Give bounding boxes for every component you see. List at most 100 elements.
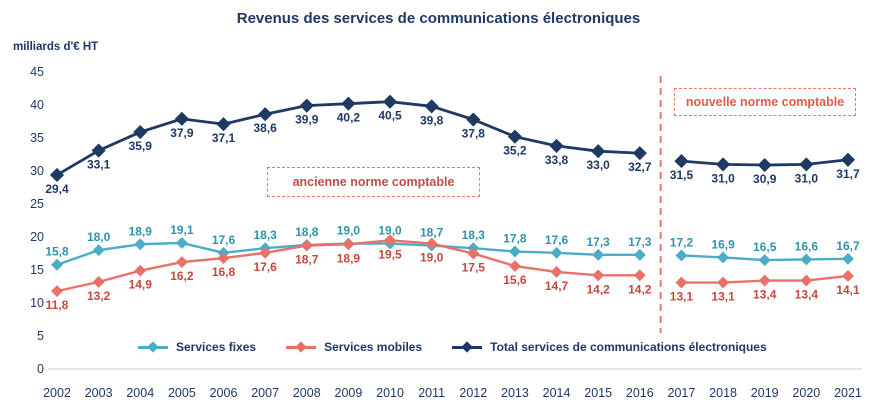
data-point [840,152,856,167]
y-tick-label: 20 [30,230,44,244]
x-tick-label: 2010 [376,386,404,400]
data-label: 31,5 [670,168,694,182]
data-label: 18,3 [462,228,486,242]
data-point [632,146,647,161]
data-point [382,94,398,109]
data-label: 40,2 [337,111,361,125]
data-point [508,260,521,272]
data-label: 11,8 [46,298,69,312]
data-point [842,270,854,282]
data-label: 17,3 [587,235,611,249]
x-tick-label: 2012 [459,386,487,400]
data-label: 31,0 [795,171,819,185]
mobile-series-marker-icon [286,341,317,353]
data-point [216,117,231,132]
data-label: 15,8 [45,245,69,259]
data-point [258,107,273,122]
data-label: 18,0 [87,230,111,244]
data-label: 18,3 [253,228,277,242]
x-tick-label: 2014 [543,386,571,400]
data-point [51,285,63,298]
x-tick-label: 2004 [126,386,154,400]
data-point [757,157,772,173]
data-label: 17,8 [503,232,527,246]
data-point [842,252,854,265]
data-label: 16,6 [795,239,819,253]
data-label: 19,0 [420,251,444,265]
data-point [592,269,605,282]
data-point [633,269,646,282]
x-tick-label: 2013 [501,386,529,400]
data-point [717,276,730,289]
x-tick-label: 2003 [85,386,113,400]
data-label: 18,7 [420,226,444,240]
data-point [675,276,688,289]
data-point [550,246,563,259]
data-label: 17,6 [212,233,236,247]
data-label: 17,6 [253,260,277,274]
data-point [716,157,731,172]
x-tick-label: 2005 [168,386,196,400]
data-label: 18,7 [295,253,319,267]
data-point [424,99,439,114]
data-label: 30,9 [753,172,777,186]
new-norm-annotation: nouvelle norme comptable [674,88,856,116]
data-label: 13,2 [87,289,111,303]
data-label: 40,5 [378,109,402,123]
data-label: 18,9 [337,251,361,265]
data-point [717,251,730,264]
y-tick-label: 0 [37,362,44,376]
data-point [507,129,523,144]
data-label: 16,8 [212,265,236,279]
data-label: 19,0 [378,224,402,238]
data-label: 29,4 [45,182,69,196]
y-tick-label: 10 [30,296,44,310]
data-label: 33,8 [545,153,569,167]
x-tick-label: 2019 [751,386,779,400]
data-label: 13,4 [795,288,819,302]
data-point [592,248,605,261]
data-point [92,275,105,288]
data-point [466,112,481,127]
data-label: 35,9 [129,139,153,153]
data-point [800,274,813,287]
y-tick-label: 5 [37,329,44,343]
data-point [91,143,106,158]
x-tick-label: 2015 [584,386,612,400]
x-tick-label: 2018 [709,386,737,400]
x-tick-label: 2020 [792,386,820,400]
total-series-marker-icon [452,341,483,353]
data-point [508,245,521,258]
x-tick-label: 2016 [626,386,654,400]
data-label: 31,0 [711,171,735,185]
data-label: 14,1 [836,283,860,297]
data-point [341,96,356,111]
legend-label-total: Total services de communications électro… [490,340,767,354]
x-tick-label: 2011 [418,386,445,400]
data-label: 16,9 [711,237,735,251]
data-label: 38,6 [253,121,277,135]
data-label: 19,0 [337,224,361,238]
x-tick-label: 2008 [293,386,321,400]
data-label: 16,5 [753,240,777,254]
y-tick-label: 25 [30,197,44,211]
data-label: 17,2 [670,235,694,249]
data-point [134,238,147,251]
data-label: 13,4 [753,288,777,302]
data-label: 17,6 [545,233,569,247]
legend-label-fixed: Services fixes [176,340,257,354]
data-label: 19,1 [170,223,194,237]
data-point [758,274,771,287]
data-point [633,248,646,261]
y-tick-label: 45 [30,65,44,79]
data-label: 35,2 [503,144,527,158]
fixed-series-marker-icon [138,341,168,353]
legend-label-mobile: Services mobiles [324,340,423,354]
chart-title: Revenus des services de communications é… [236,10,641,27]
data-point [342,238,355,251]
data-point [51,258,63,271]
data-label: 13,1 [711,290,735,304]
legend-item-mobile-services: Services mobiles [286,340,422,354]
data-point [799,157,814,172]
data-point [591,144,606,159]
